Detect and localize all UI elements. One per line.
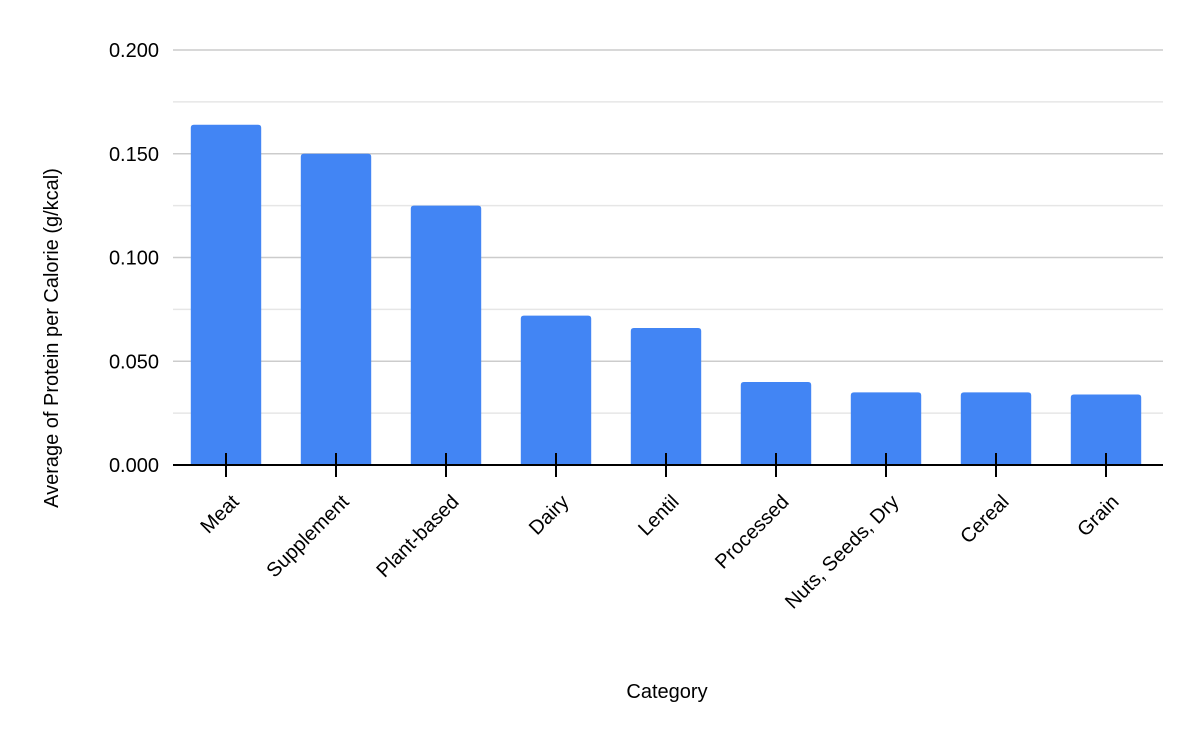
bar-dairy [520, 315, 592, 465]
bar-meat [190, 124, 262, 465]
x-tick-label: Dairy [525, 491, 574, 540]
y-tick-label: 0.200 [109, 40, 159, 62]
x-tick-label: Nuts, Seeds, Dry [781, 491, 903, 613]
bar-nuts-seeds-dry [850, 392, 922, 465]
x-tick-labels: Meat Supplement Plant-based Dairy Lentil Proc… [197, 491, 1124, 614]
bar-supplement [300, 153, 372, 465]
x-tick-label: Processed [711, 491, 793, 573]
x-tick-label: Cereal [956, 491, 1013, 548]
x-axis-title: Category [626, 681, 707, 703]
bars [190, 124, 1142, 465]
y-tick-label: 0.100 [109, 248, 159, 270]
bar-lentil [630, 328, 702, 465]
x-tick-label: Plant-based [372, 491, 463, 582]
y-tick-label: 0.050 [109, 351, 159, 373]
x-ticks [225, 453, 1107, 477]
x-tick-label: Meat [197, 491, 244, 538]
y-tick-labels: 0.000 0.050 0.100 0.150 0.200 [109, 40, 159, 477]
y-tick-label: 0.150 [109, 144, 159, 166]
bar-plant-based [410, 205, 482, 465]
x-tick-label: Lentil [634, 491, 683, 540]
y-tick-label: 0.000 [109, 455, 159, 477]
x-tick-label: Supplement [262, 491, 353, 582]
bar-grain [1070, 394, 1142, 465]
x-tick-label: Grain [1073, 491, 1123, 541]
y-axis-title: Average of Protein per Calorie (g/kcal) [41, 168, 63, 508]
bar-cereal [960, 392, 1032, 465]
bar-processed [740, 382, 812, 465]
